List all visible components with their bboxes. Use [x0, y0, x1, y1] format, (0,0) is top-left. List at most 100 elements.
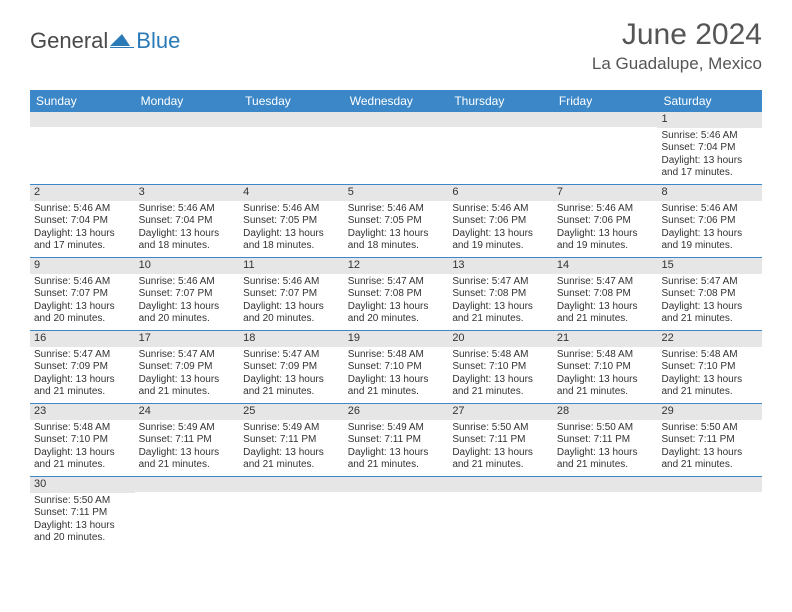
day-number: 14 — [553, 258, 658, 274]
day2-text: and 21 minutes. — [34, 459, 131, 472]
day1-text: Daylight: 13 hours — [348, 228, 445, 241]
day-cell: 21Sunrise: 5:48 AMSunset: 7:10 PMDayligh… — [553, 331, 658, 403]
day-number: 30 — [30, 477, 135, 493]
sunset-text: Sunset: 7:10 PM — [348, 361, 445, 374]
day-cell: 1Sunrise: 5:46 AMSunset: 7:04 PMDaylight… — [657, 112, 762, 184]
day-header: Tuesday — [239, 90, 344, 112]
day-cell: 23 Sunrise: 5:48 AMSunset: 7:10 PMDayligh… — [30, 404, 135, 476]
sunrise-text: Sunrise: 5:48 AM — [34, 422, 131, 435]
day2-text: and 19 minutes. — [557, 240, 654, 253]
day1-text: Daylight: 13 hours — [348, 301, 445, 314]
day-cell: 24Sunrise: 5:49 AMSunset: 7:11 PMDayligh… — [135, 404, 240, 476]
empty-cell — [135, 112, 240, 184]
day1-text: Daylight: 13 hours — [34, 301, 131, 314]
day-cell: 7Sunrise: 5:46 AMSunset: 7:06 PMDaylight… — [553, 185, 658, 257]
sunset-text: Sunset: 7:09 PM — [243, 361, 340, 374]
day-cell: 27Sunrise: 5:50 AMSunset: 7:11 PMDayligh… — [448, 404, 553, 476]
day-number: 17 — [135, 331, 240, 347]
sunrise-text: Sunrise: 5:48 AM — [557, 349, 654, 362]
day1-text: Daylight: 13 hours — [243, 228, 340, 241]
sunrise-text: Sunrise: 5:47 AM — [139, 349, 236, 362]
brand-part2: Blue — [136, 28, 180, 54]
day-cell: 9Sunrise: 5:46 AMSunset: 7:07 PMDaylight… — [30, 258, 135, 330]
page-header: General Blue June 2024 La Guadalupe, Mex… — [0, 0, 792, 82]
day-header: Thursday — [448, 90, 553, 112]
day-number: 20 — [448, 331, 553, 347]
sunset-text: Sunset: 7:06 PM — [452, 215, 549, 228]
day1-text: Daylight: 13 hours — [452, 447, 549, 460]
sunset-text: Sunset: 7:06 PM — [661, 215, 758, 228]
sunrise-text: Sunrise: 5:48 AM — [661, 349, 758, 362]
sunrise-text: Sunrise: 5:46 AM — [557, 203, 654, 216]
sunset-text: Sunset: 7:10 PM — [661, 361, 758, 374]
day-number: 6 — [448, 185, 553, 201]
day2-text: and 20 minutes. — [34, 313, 131, 326]
sunrise-text: Sunrise: 5:48 AM — [348, 349, 445, 362]
day-cell: 10Sunrise: 5:46 AMSunset: 7:07 PMDayligh… — [135, 258, 240, 330]
day-cell: 20Sunrise: 5:48 AMSunset: 7:10 PMDayligh… — [448, 331, 553, 403]
day1-text: Daylight: 13 hours — [557, 447, 654, 460]
day-number: 25 — [239, 404, 344, 420]
day1-text: Daylight: 13 hours — [34, 520, 131, 533]
day-cell: 8Sunrise: 5:46 AMSunset: 7:06 PMDaylight… — [657, 185, 762, 257]
sunrise-text: Sunrise: 5:47 AM — [557, 276, 654, 289]
week-row: 1Sunrise: 5:46 AMSunset: 7:04 PMDaylight… — [30, 112, 762, 185]
day2-text: and 21 minutes. — [452, 459, 549, 472]
day2-text: and 21 minutes. — [34, 386, 131, 399]
day2-text: and 21 minutes. — [452, 386, 549, 399]
sunrise-text: Sunrise: 5:49 AM — [348, 422, 445, 435]
day-number: 10 — [135, 258, 240, 274]
week-row: 23Sunrise: 5:48 AMSunset: 7:10 PMDayligh… — [30, 404, 762, 477]
day1-text: Daylight: 13 hours — [243, 447, 340, 460]
empty-cell — [344, 112, 449, 184]
sunset-text: Sunset: 7:08 PM — [661, 288, 758, 301]
empty-cell — [239, 112, 344, 184]
day2-text: and 21 minutes. — [348, 386, 445, 399]
day1-text: Daylight: 13 hours — [139, 301, 236, 314]
sunrise-text: Sunrise: 5:46 AM — [661, 130, 758, 143]
day-header: Wednesday — [344, 90, 449, 112]
sunset-text: Sunset: 7:04 PM — [139, 215, 236, 228]
day-cell: 22Sunrise: 5:48 AMSunset: 7:10 PMDayligh… — [657, 331, 762, 403]
day1-text: Daylight: 13 hours — [139, 374, 236, 387]
day2-text: and 21 minutes. — [557, 313, 654, 326]
sunset-text: Sunset: 7:04 PM — [34, 215, 131, 228]
day1-text: Daylight: 13 hours — [452, 301, 549, 314]
day-number — [657, 477, 762, 492]
sunrise-text: Sunrise: 5:48 AM — [452, 349, 549, 362]
day1-text: Daylight: 13 hours — [34, 447, 131, 460]
day-number — [239, 112, 344, 127]
sunset-text: Sunset: 7:10 PM — [34, 434, 131, 447]
week-row: 16Sunrise: 5:47 AMSunset: 7:09 PMDayligh… — [30, 331, 762, 404]
sunrise-text: Sunrise: 5:46 AM — [34, 276, 131, 289]
brand-part1: General — [30, 28, 108, 54]
day-number — [344, 112, 449, 127]
sunrise-text: Sunrise: 5:47 AM — [348, 276, 445, 289]
week-row: 30Sunrise: 5:50 AMSunset: 7:11 PMDayligh… — [30, 477, 762, 549]
sunrise-text: Sunrise: 5:46 AM — [139, 276, 236, 289]
sunrise-text: Sunrise: 5:46 AM — [661, 203, 758, 216]
day-number: 9 — [30, 258, 135, 274]
sunrise-text: Sunrise: 5:49 AM — [243, 422, 340, 435]
sunset-text: Sunset: 7:11 PM — [348, 434, 445, 447]
day-cell: 28Sunrise: 5:50 AMSunset: 7:11 PMDayligh… — [553, 404, 658, 476]
week-row: 9Sunrise: 5:46 AMSunset: 7:07 PMDaylight… — [30, 258, 762, 331]
day2-text: and 19 minutes. — [452, 240, 549, 253]
day-number: 21 — [553, 331, 658, 347]
sunrise-text: Sunrise: 5:46 AM — [243, 276, 340, 289]
weeks-container: 1Sunrise: 5:46 AMSunset: 7:04 PMDaylight… — [30, 112, 762, 549]
day-cell: 30Sunrise: 5:50 AMSunset: 7:11 PMDayligh… — [30, 477, 135, 549]
day-number: 23 — [30, 404, 135, 420]
day1-text: Daylight: 13 hours — [243, 301, 340, 314]
day2-text: and 21 minutes. — [557, 386, 654, 399]
sunrise-text: Sunrise: 5:50 AM — [557, 422, 654, 435]
day-number — [135, 477, 240, 492]
day-number: 13 — [448, 258, 553, 274]
day2-text: and 18 minutes. — [139, 240, 236, 253]
day1-text: Daylight: 13 hours — [139, 447, 236, 460]
day2-text: and 21 minutes. — [139, 386, 236, 399]
day2-text: and 21 minutes. — [243, 386, 340, 399]
day1-text: Daylight: 13 hours — [243, 374, 340, 387]
day-header: Friday — [553, 90, 658, 112]
sunset-text: Sunset: 7:11 PM — [139, 434, 236, 447]
